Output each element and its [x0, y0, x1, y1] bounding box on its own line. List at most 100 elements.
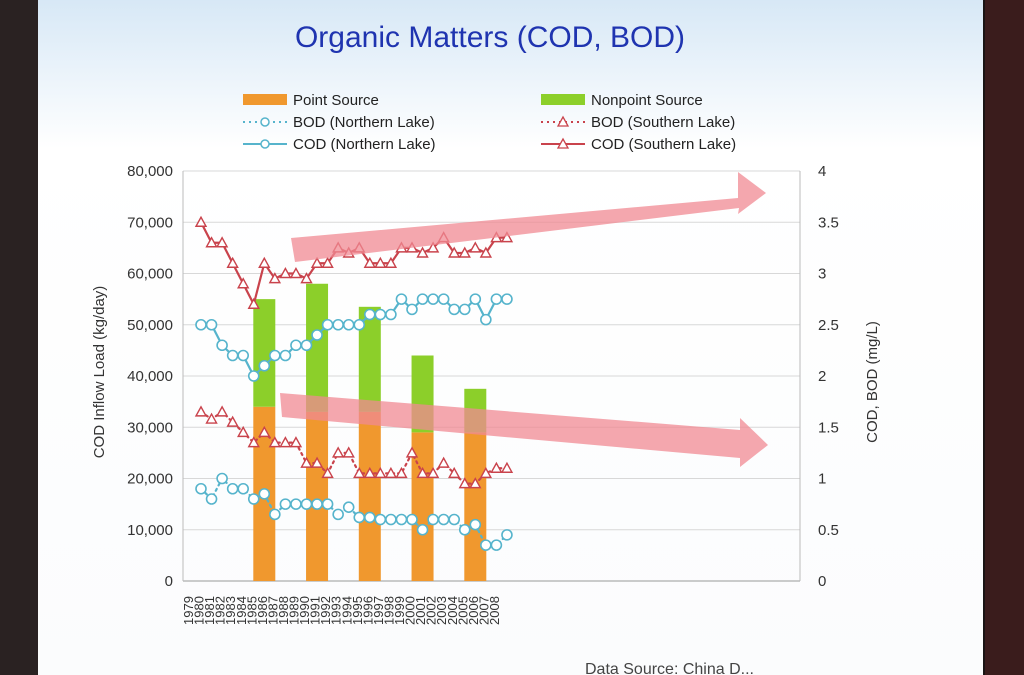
point-bod-southern-lake — [268, 436, 282, 448]
point-bod-northern-lake — [448, 513, 461, 526]
x-tick-label: 1984 — [234, 596, 249, 625]
point-cod-southern-lake — [321, 256, 334, 268]
x-tick-label: 1995 — [350, 596, 365, 625]
legend-marker — [260, 139, 270, 149]
point-bod-northern-lake — [300, 498, 313, 510]
point-bod-southern-lake — [448, 466, 461, 479]
x-tick-label: 2007 — [476, 596, 491, 625]
point-cod-northern-lake — [290, 339, 302, 352]
point-bod-southern-lake — [300, 456, 313, 468]
point-bod-southern-lake — [331, 446, 345, 458]
point-bod-southern-lake — [416, 466, 429, 479]
point-cod-northern-lake — [490, 293, 503, 305]
point-bod-northern-lake — [374, 513, 387, 526]
point-cod-northern-lake — [195, 318, 207, 331]
point-bod-southern-lake — [500, 461, 514, 473]
y-left-tick-label: 0 — [165, 573, 173, 590]
legend-marker — [260, 117, 270, 127]
point-bod-southern-lake — [205, 412, 218, 424]
point-bod-northern-lake — [490, 539, 503, 551]
point-cod-northern-lake — [205, 318, 218, 331]
point-cod-southern-lake — [215, 236, 229, 248]
point-bod-northern-lake — [269, 508, 281, 521]
point-cod-southern-lake — [247, 297, 260, 309]
point-bod-northern-lake — [427, 513, 439, 526]
point-cod-northern-lake — [258, 359, 271, 372]
point-cod-northern-lake — [385, 308, 397, 321]
point-bod-northern-lake — [416, 523, 429, 536]
point-cod-southern-lake — [500, 231, 514, 243]
point-bod-southern-lake — [342, 446, 355, 458]
point-cod-northern-lake — [247, 370, 260, 382]
y-axis-right-label: COD, BOD (mg/L) — [864, 321, 881, 443]
x-tick-label: 1992 — [318, 596, 333, 625]
y-right-tick-label: 2.5 — [818, 317, 839, 334]
point-bod-northern-lake — [469, 518, 482, 531]
y-left-tick-label: 60,000 — [127, 266, 173, 283]
point-bod-northern-lake — [226, 482, 239, 495]
point-bod-southern-lake — [384, 466, 398, 479]
point-cod-southern-lake — [237, 277, 250, 289]
point-bod-northern-lake — [205, 493, 218, 505]
legend-swatch — [243, 94, 287, 105]
legend-swatch — [541, 94, 585, 105]
point-bod-northern-lake — [480, 539, 492, 551]
point-cod-northern-lake — [374, 308, 387, 321]
presentation-slide — [38, 0, 983, 675]
point-cod-northern-lake — [216, 339, 228, 352]
point-bod-southern-lake — [279, 436, 292, 448]
point-bod-southern-lake — [321, 466, 334, 479]
x-tick-label: 1996 — [360, 596, 375, 625]
x-tick-label: 2006 — [466, 596, 481, 625]
point-cod-northern-lake — [416, 293, 429, 305]
y-right-tick-label: 0.5 — [818, 522, 839, 539]
legend-label: BOD (Northern Lake) — [293, 114, 435, 131]
point-cod-northern-lake — [427, 293, 439, 305]
x-tick-label: 1994 — [339, 596, 354, 625]
point-bod-northern-lake — [247, 493, 260, 505]
point-cod-southern-lake — [458, 246, 471, 258]
point-cod-northern-lake — [469, 293, 482, 305]
point-bod-southern-lake — [363, 466, 376, 479]
point-bod-southern-lake — [226, 415, 239, 427]
point-bod-northern-lake — [311, 498, 323, 510]
point-cod-southern-lake — [258, 256, 271, 268]
point-cod-northern-lake — [480, 313, 492, 326]
x-tick-label: 1985 — [244, 596, 259, 625]
point-bod-northern-lake — [406, 513, 418, 526]
bar-point-source — [464, 432, 487, 581]
point-cod-southern-lake — [205, 236, 218, 248]
point-cod-northern-lake — [353, 318, 366, 331]
x-tick-label: 1983 — [223, 596, 238, 625]
point-cod-northern-lake — [448, 303, 461, 316]
point-cod-northern-lake — [269, 349, 281, 362]
point-bod-northern-lake — [501, 529, 513, 541]
point-bod-southern-lake — [289, 436, 303, 448]
point-bod-southern-lake — [426, 466, 440, 479]
point-cod-southern-lake — [279, 267, 292, 279]
point-bod-southern-lake — [374, 466, 387, 479]
point-bod-northern-lake — [437, 513, 450, 526]
point-cod-southern-lake — [416, 246, 429, 258]
point-cod-northern-lake — [395, 293, 408, 305]
bar-nonpoint-source — [306, 283, 329, 412]
point-bod-northern-lake — [279, 498, 292, 510]
y-left-tick-label: 10,000 — [127, 522, 173, 539]
x-tick-label: 1989 — [287, 596, 302, 625]
x-tick-label: 1980 — [192, 596, 207, 625]
bar-point-source — [411, 432, 434, 581]
y-right-tick-label: 1 — [818, 471, 826, 488]
x-tick-label: 2000 — [403, 596, 418, 625]
point-bod-northern-lake — [332, 508, 344, 521]
point-cod-northern-lake — [332, 318, 344, 331]
y-right-tick-label: 3 — [818, 266, 826, 283]
point-bod-northern-lake — [353, 511, 366, 524]
point-cod-southern-lake — [363, 256, 376, 268]
y-right-tick-label: 3.5 — [818, 214, 839, 231]
chart-title: Organic Matters (COD, BOD) — [295, 21, 685, 54]
point-bod-southern-lake — [215, 405, 229, 417]
y-left-tick-label: 80,000 — [127, 163, 173, 180]
point-cod-northern-lake — [501, 293, 513, 305]
x-tick-label: 1986 — [255, 596, 270, 625]
